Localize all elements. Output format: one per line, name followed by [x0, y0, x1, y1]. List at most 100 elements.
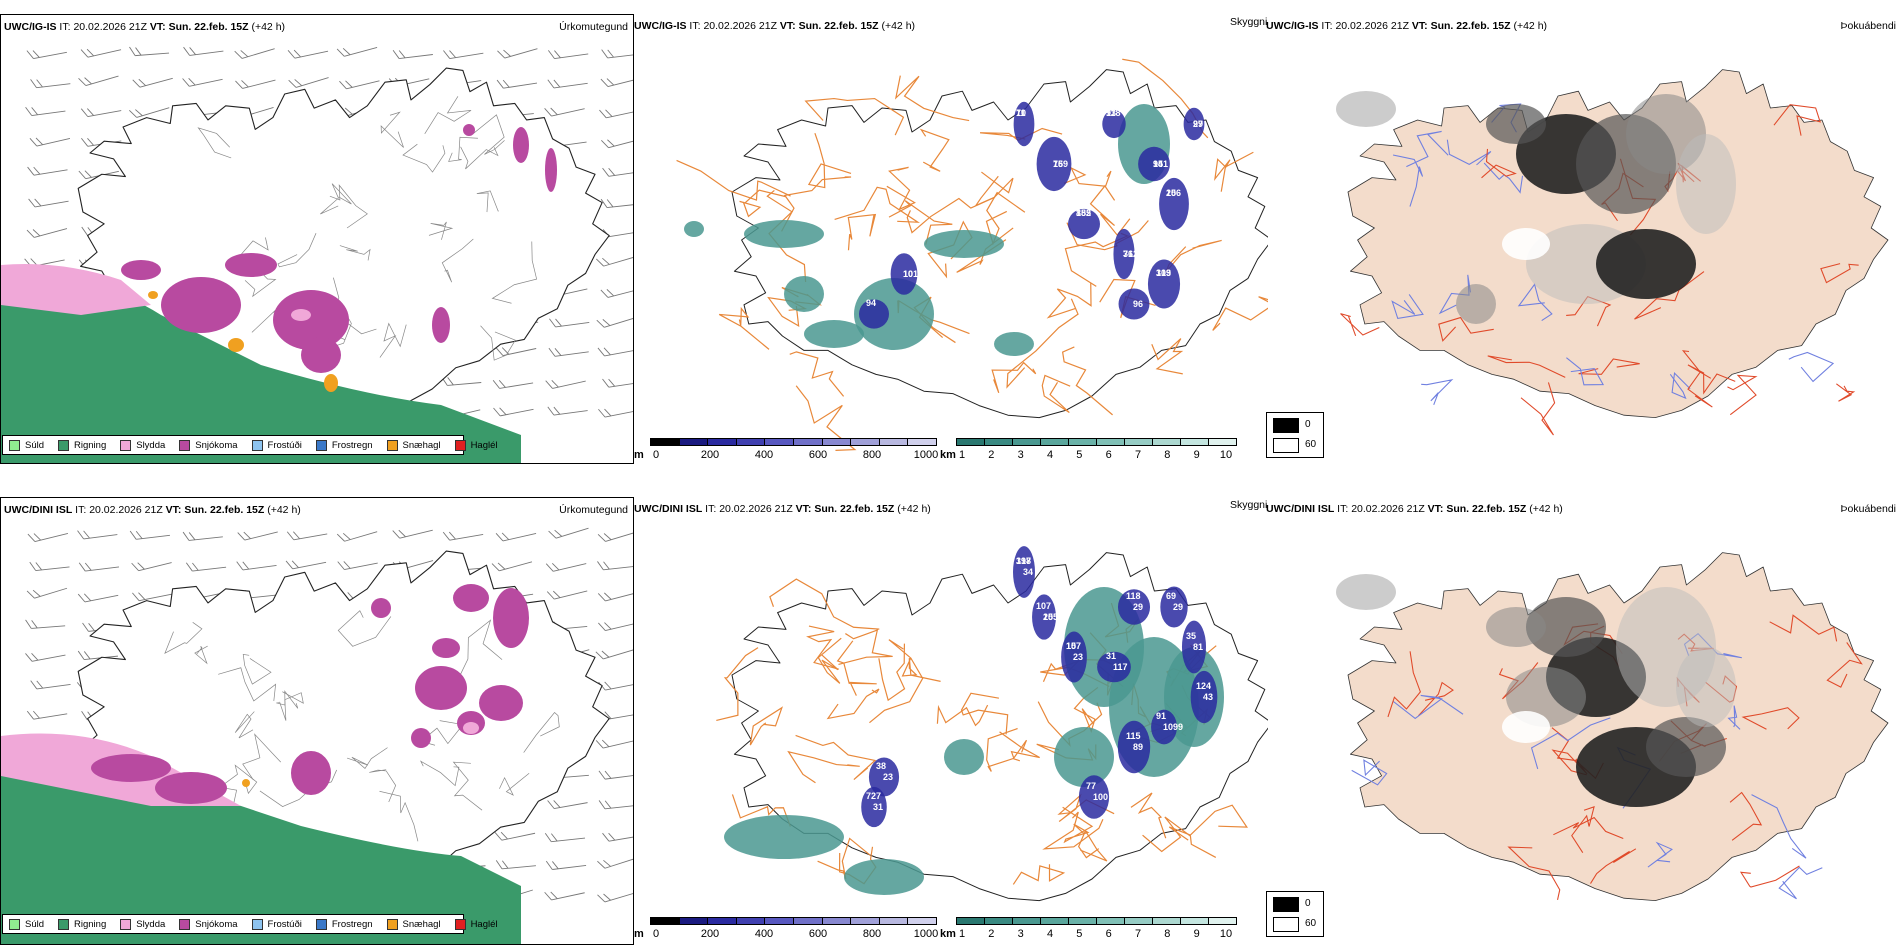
colorbar-tick: 600	[808, 928, 828, 940]
legend-label: Frostregn	[331, 918, 373, 930]
colorbar-unit: m	[634, 928, 644, 940]
panel-header: UWC/IG-IS IT: 20.02.2026 21Z VT: Sun. 22…	[4, 21, 286, 33]
precip-legend: Súld Rigning Slydda Snjókoma Frostúði Frostre…	[2, 914, 498, 934]
legend-label: Slydda	[136, 918, 166, 930]
legend-swatch	[315, 918, 327, 930]
colorbar-tick: 5	[1076, 928, 1083, 940]
fog-panel-bottom: 0 60	[1266, 497, 1900, 945]
colorbar-segment	[821, 438, 852, 446]
legend-item: Haglél	[454, 918, 498, 930]
ceiling-label: 118	[1106, 108, 1121, 118]
panel-title: Úrkomutegund	[559, 21, 628, 33]
colorbar-segment	[1068, 438, 1097, 446]
ceiling-label: 118	[1126, 591, 1141, 601]
colorbar-segment	[1068, 917, 1097, 925]
panel-title: Skyggni	[1230, 16, 1268, 28]
colorbar-tick: 1	[958, 928, 966, 940]
colorbar-segment	[1180, 917, 1209, 925]
colorbar-tick: 8	[1164, 928, 1171, 940]
colorbar-segment	[907, 917, 937, 925]
fog-map-bottom	[1336, 552, 1889, 902]
ceiling-label: 23	[1073, 652, 1083, 662]
panel-header: UWC/IG-IS IT: 20.02.2026 21Z VT: Sun. 22…	[634, 20, 916, 32]
legend-swatch	[58, 439, 70, 451]
ceiling-label: 885	[1076, 208, 1091, 218]
ceiling-label: 38	[876, 761, 886, 771]
colorbar-segment	[956, 917, 985, 925]
precip-map-bottom	[1, 527, 633, 944]
fog-legend: 0 60	[1266, 891, 1324, 937]
ceiling-label: 156	[1166, 188, 1181, 198]
ceiling-label: 69	[1166, 591, 1176, 601]
ceiling-label: 29	[1193, 119, 1203, 129]
colorbar-tick: 0	[652, 928, 660, 940]
fog-header-top: UWC/IG-IS IT: 20.02.2026 21Z VT: Sun. 22…	[1266, 20, 1548, 32]
colorbar-segment	[1124, 917, 1153, 925]
legend-label: Súld	[25, 918, 45, 930]
legend-label: Rigning	[74, 918, 107, 930]
colorbar-tick: 3	[1017, 449, 1024, 461]
legend-item: Snæhagl	[386, 918, 441, 930]
colorbar-tick: 8	[1164, 449, 1171, 461]
ceiling-label: 101	[903, 269, 918, 279]
colorbar-unit: km	[940, 449, 956, 461]
ceiling-label: 255	[1043, 612, 1058, 622]
colorbar-segment	[735, 438, 766, 446]
colorbar-segment	[984, 438, 1013, 446]
ceiling-label: 76	[1053, 159, 1063, 169]
colorbar-segment	[1152, 917, 1181, 925]
fog-header-bottom: UWC/DINI ISL IT: 20.02.2026 21Z VT: Sun.…	[1266, 503, 1563, 515]
ceiling-label: 100	[1093, 792, 1108, 802]
legend-swatch	[454, 439, 466, 451]
legend-label: Frostúði	[267, 439, 302, 451]
legend-swatch	[315, 439, 327, 451]
legend-label: Snjókoma	[195, 439, 238, 451]
ceiling-label: 15	[1066, 641, 1076, 651]
ceiling-label: 318	[1016, 556, 1031, 566]
colorbar-tick: 5	[1076, 449, 1083, 461]
ceiling-label: 10	[1043, 612, 1053, 622]
ceiling-label: 107	[1036, 601, 1051, 611]
ceiling-label: 107	[1066, 641, 1081, 651]
colorbar-segment	[650, 917, 680, 925]
colorbar-segment	[707, 438, 737, 446]
visibility-colorbar: km 1 2 3 4 5 6 7 8 9 10	[940, 917, 1237, 941]
colorbar-unit: m	[634, 449, 644, 461]
ceiling-colorbar: m 0 200 400 600 800 1000	[634, 917, 938, 941]
legend-swatch	[9, 918, 20, 930]
legend-swatch	[179, 439, 191, 451]
colorbar-tick: 200	[700, 928, 720, 940]
legend-item: Rigning	[58, 918, 107, 930]
ceiling-label: 97	[1193, 119, 1203, 129]
legend-swatch	[386, 918, 398, 930]
ceiling-label: 43	[1203, 692, 1213, 702]
colorbar-segment	[1180, 438, 1209, 446]
colorbar-tick: 4	[1046, 928, 1054, 940]
ceiling-label: 93	[1106, 108, 1116, 118]
ceiling-label: 23	[883, 772, 893, 782]
colorbar-tick: 7	[1134, 928, 1142, 940]
panel-header: UWC/DINI ISL IT: 20.02.2026 21Z VT: Sun.…	[634, 503, 931, 515]
colorbar-tick: 800	[862, 928, 882, 940]
colorbar-segment	[678, 438, 709, 446]
legend-label: Snæhagl	[402, 918, 441, 930]
colorbar-tick: 9	[1193, 449, 1200, 461]
ceiling-label: 11	[1016, 108, 1026, 118]
legend-swatch	[251, 918, 263, 930]
legend-label: Haglél	[470, 439, 498, 451]
colorbar-segment	[735, 917, 766, 925]
ceiling-label: 77	[1086, 781, 1096, 791]
colorbar-segment	[764, 917, 794, 925]
colorbar-unit: km	[940, 928, 956, 940]
ceiling-colorbar: m 0 200 400 600 800 1000	[634, 438, 938, 462]
colorbar-segment	[878, 438, 909, 446]
ceiling-label: 151	[1153, 159, 1168, 169]
legend-item: Snæhagl	[386, 439, 441, 451]
ceiling-label: 109	[1156, 268, 1171, 278]
colorbar-tick: 4	[1046, 449, 1054, 461]
legend-swatch	[120, 439, 132, 451]
ceiling-label: 727	[866, 791, 881, 801]
colorbar-segment	[1012, 438, 1041, 446]
legend-item: Slydda	[120, 439, 165, 451]
ceiling-label: 96	[1133, 299, 1143, 309]
